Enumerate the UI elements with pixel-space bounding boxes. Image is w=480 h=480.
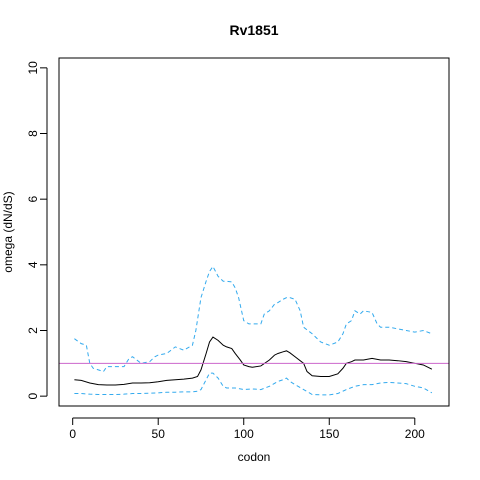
x-tick-label: 200 xyxy=(405,427,425,441)
y-axis-label: omega (dN/dS) xyxy=(1,191,15,272)
y-tick-label: 10 xyxy=(26,61,40,75)
x-tick-label: 150 xyxy=(319,427,339,441)
plot-area xyxy=(59,265,449,396)
x-tick-label: 100 xyxy=(234,427,254,441)
y-tick-label: 0 xyxy=(26,392,40,399)
x-tick-label: 0 xyxy=(69,427,76,441)
x-axis: 0 50 100 150 200 xyxy=(69,417,425,441)
x-axis-label: codon xyxy=(238,450,271,464)
y-tick-label: 2 xyxy=(26,327,40,334)
plot-frame xyxy=(58,57,450,407)
series-line-upper-bound xyxy=(74,265,433,373)
y-tick-label: 8 xyxy=(26,130,40,137)
x-tick-label: 50 xyxy=(152,427,166,441)
y-axis: 0 2 4 6 8 10 xyxy=(26,61,48,399)
y-tick-label: 6 xyxy=(26,196,40,203)
series-line-lower-bound xyxy=(74,372,433,396)
y-tick-label: 4 xyxy=(26,261,40,268)
chart-title: Rv1851 xyxy=(229,22,278,38)
series-line-estimate xyxy=(74,336,433,386)
